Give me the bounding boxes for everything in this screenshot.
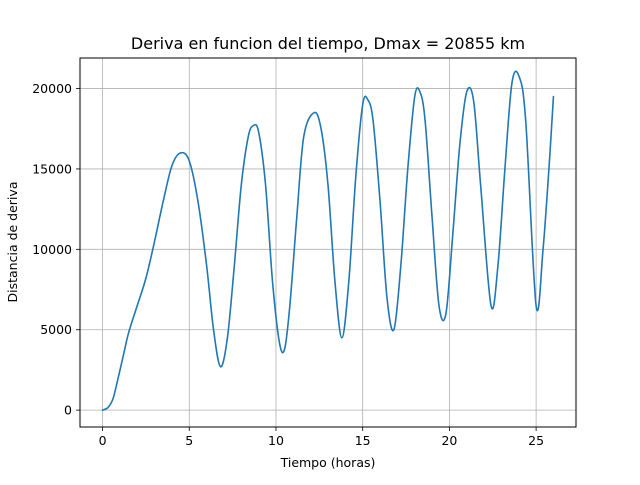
y-tick-label: 10000 [32,242,72,257]
x-tick-label: 10 [268,433,284,448]
plot-frame [79,57,577,428]
x-tick-label: 0 [99,433,107,448]
y-tick-label: 15000 [32,161,72,176]
x-tick-label: 5 [185,433,193,448]
series-line-0 [101,70,555,411]
grid [80,58,576,427]
series-layer [101,70,555,411]
y-tick-label: 5000 [40,322,72,337]
chart-title: Deriva en funcion del tiempo, Dmax = 208… [131,34,525,53]
y-tick-label: 0 [64,403,72,418]
x-tick-label: 15 [355,433,371,448]
x-tick-label: 20 [441,433,457,448]
y-tick-label: 20000 [32,81,72,96]
x-axis-label: Tiempo (horas) [280,455,376,470]
y-axis-label: Distancia de deriva [5,182,20,303]
x-tick-label: 25 [528,433,544,448]
ticks: 0 5 10 15 20 25 0 5000 10000 15000 20000 [32,81,544,448]
